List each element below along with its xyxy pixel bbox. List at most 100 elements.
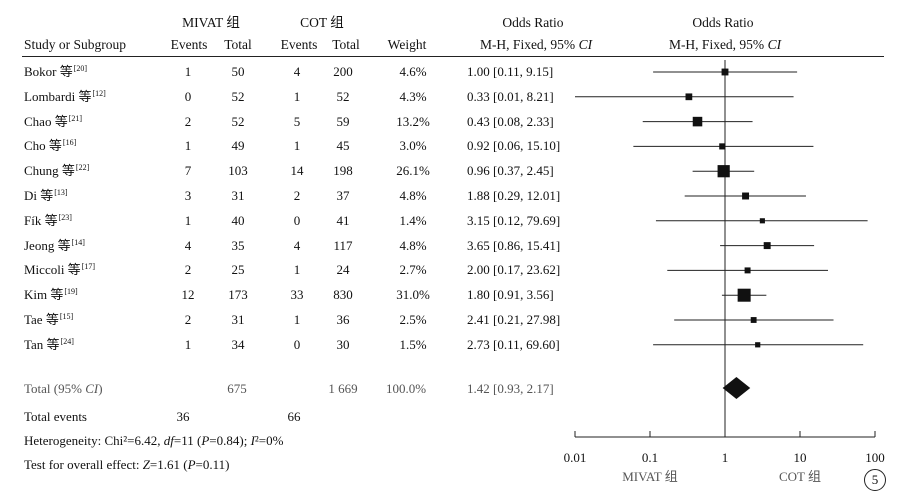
study-total1: 31 (231, 188, 245, 203)
study-reference: [23] (58, 212, 72, 222)
study-events1: 2 (184, 113, 192, 129)
study-ci-text: 1.80 [0.91, 3.56] (467, 287, 554, 303)
study-ci-text: 0.33 [0.01, 8.21] (467, 88, 554, 104)
study-total1: 40 (231, 212, 245, 228)
x-tick-label: 1 (721, 450, 729, 465)
study-total1: 50 (231, 64, 245, 79)
or-text-title: Odds Ratio (502, 15, 564, 30)
point-estimate (737, 288, 751, 302)
favours-right-label: COT 组 (778, 469, 822, 484)
study-weight: 26.1% (396, 163, 430, 179)
study-total1: 52 (231, 88, 245, 104)
study-reference: [15] (59, 312, 74, 321)
study-total2: 59 (336, 113, 350, 129)
study-name: Tan 等[24] (24, 336, 74, 352)
total-events-label: Total events (24, 409, 87, 424)
study-total2: 37 (336, 188, 350, 203)
point-estimate (692, 116, 703, 127)
study-ci-text: 3.65 [0.86, 15.41] (467, 237, 561, 253)
study-events1: 1 (184, 64, 192, 79)
study-events1: 1 (184, 212, 192, 228)
study-total2: 198 (333, 163, 353, 179)
study-weight: 13.2% (396, 113, 430, 129)
study-name: Cho 等[16] (24, 138, 76, 154)
study-ci-text: 0.96 [0.37, 2.45] (467, 163, 554, 179)
study-events1: 12 (181, 287, 195, 303)
study-weight: 4.8% (399, 237, 427, 253)
study-events1: 7 (184, 163, 192, 179)
study-events2: 14 (290, 163, 304, 179)
study-name: Chung 等[22] (24, 163, 90, 179)
study-name-text: Chung 等 (24, 163, 75, 179)
study-weight: 31.0% (396, 287, 430, 303)
study-total1: 49 (231, 138, 245, 154)
study-reference: [21] (68, 113, 83, 123)
total-t1: 675 (227, 381, 247, 396)
study-name-text: Cho 等 (24, 138, 62, 154)
events2-header: Events (280, 37, 318, 52)
study-total2: 117 (333, 237, 353, 253)
study-total1: 25 (231, 262, 245, 278)
study-events1: 1 (184, 138, 192, 154)
study-ci-text: 2.00 [0.17, 23.62] (467, 262, 561, 278)
study-reference: [24] (60, 336, 74, 346)
point-estimate (685, 93, 693, 101)
point-estimate (763, 242, 771, 250)
study-total2: 24 (336, 262, 350, 278)
study-reference: [13] (54, 188, 68, 197)
study-weight: 4.3% (399, 88, 427, 104)
study-events2: 1 (293, 88, 301, 104)
study-total2: 830 (333, 287, 353, 303)
point-estimate (717, 165, 730, 178)
total1-header: Total (224, 37, 252, 52)
study-name: Kim 等[19] (24, 287, 78, 303)
study-name: Chao 等[21] (24, 113, 83, 128)
study-name-text: Bokor 等 (24, 64, 73, 79)
weight-header: Weight (387, 37, 427, 52)
x-tick-label: 100 (865, 450, 885, 465)
favours-left-label: MIVAT 组 (622, 469, 678, 484)
figure-label: 5 (864, 469, 886, 491)
study-reference: [14] (71, 237, 85, 247)
study-events1: 2 (184, 262, 192, 278)
study-name-text: Kim 等 (24, 287, 64, 303)
study-weight: 1.4% (399, 212, 427, 228)
study-name-text: Di 等 (24, 188, 54, 203)
study-name-text: Jeong 等 (24, 237, 71, 253)
heterogeneity-text: Heterogeneity: Chi²=6.42, df=11 (P=0.84)… (24, 433, 284, 448)
total-events-e2: 66 (287, 409, 301, 424)
or-text-method: M-H, Fixed, 95% CI (479, 37, 593, 52)
study-events2: 4 (293, 237, 301, 253)
study-events2: 5 (293, 113, 301, 129)
study-events2: 33 (290, 287, 304, 303)
point-estimate (719, 143, 726, 150)
study-reference: [22] (75, 163, 90, 173)
study-events2: 0 (293, 336, 301, 352)
x-tick-label: 0.1 (641, 450, 659, 465)
pooled-diamond (722, 377, 751, 399)
study-weight: 2.7% (399, 262, 427, 278)
study-reference: [17] (81, 262, 96, 272)
study-weight: 1.5% (399, 336, 427, 352)
study-name: Bokor 等[20] (24, 64, 88, 79)
study-events1: 4 (184, 237, 192, 253)
study-name-text: Tan 等 (24, 336, 60, 352)
study-reference: [20] (73, 64, 88, 73)
study-name-text: Miccoli 等 (24, 262, 81, 278)
study-total2: 30 (336, 336, 350, 352)
study-total2: 41 (336, 212, 350, 228)
study-name: Jeong 等[14] (24, 237, 85, 253)
study-name-text: Tae 等 (24, 312, 59, 327)
study-total1: 34 (231, 336, 245, 352)
overall-effect-text: Test for overall effect: Z=1.61 (P=0.11) (24, 457, 230, 472)
study-events2: 1 (293, 312, 301, 327)
study-weight: 4.6% (399, 64, 427, 79)
study-weight: 3.0% (399, 138, 427, 154)
study-events2: 2 (293, 188, 301, 203)
study-reference: [12] (92, 88, 106, 98)
study-name: Di 等[13] (24, 188, 68, 203)
study-ci-text: 2.73 [0.11, 69.60] (467, 336, 560, 352)
study-header: Study or Subgroup (24, 37, 127, 52)
total-weight: 100.0% (385, 381, 427, 396)
